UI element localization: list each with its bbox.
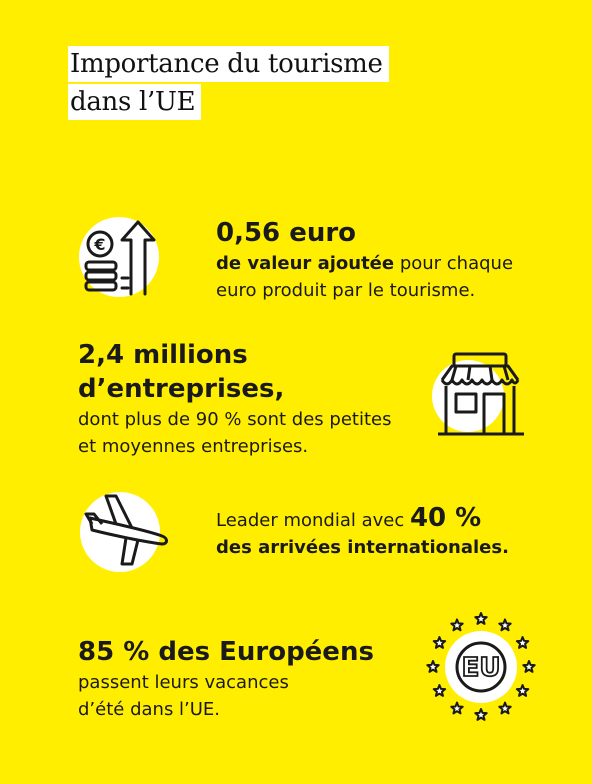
stat-companies-text-2: et moyennes entreprises. <box>78 436 309 457</box>
eu-badge-text: EU <box>462 653 501 683</box>
stat-value-added-rest: pour chaque euro produit par le tourisme… <box>216 253 514 301</box>
eu-star-icon <box>498 618 512 632</box>
eu-star-icon <box>450 701 464 715</box>
stat-companies-headline-2: d’entreprises, <box>78 374 285 404</box>
eu-star-icon <box>515 636 530 649</box>
stat-europeans-text-2: d’été dans l’UE. <box>78 699 221 720</box>
title-line-2: dans l’UE <box>68 84 202 120</box>
stat-value-added-bold: de valeur ajoutée <box>216 253 395 274</box>
eu-stars-icon: EU <box>426 612 536 721</box>
eu-star-icon <box>515 684 530 697</box>
eu-star-icon <box>426 660 440 673</box>
svg-text:€: € <box>93 235 105 254</box>
eu-star-icon <box>498 701 512 715</box>
stat-arrivals-bold: des arrivées internationales. <box>216 537 509 558</box>
stat-value-added-headline: 0,56 euro <box>216 218 357 248</box>
eu-star-icon <box>450 618 464 632</box>
eu-star-icon <box>522 660 536 673</box>
airplane-icon <box>80 492 168 572</box>
stat-value-added: 0,56 euro de valeur ajoutée pour chaque … <box>216 216 556 304</box>
stat-europeans: 85 % des Européens passent leurs vacance… <box>78 635 418 723</box>
eu-star-icon <box>432 684 447 697</box>
stat-europeans-text-1: passent leurs vacances <box>78 672 289 693</box>
stat-companies: 2,4 millions d’entreprises, dont plus de… <box>78 338 438 460</box>
stat-companies-text-1: dont plus de 90 % sont des petites <box>78 409 392 430</box>
stat-companies-headline-1: 2,4 millions <box>78 340 248 370</box>
shop-icon <box>432 352 524 436</box>
eu-star-icon <box>474 612 488 625</box>
stat-value-added-text: de valeur ajoutée pour chaque euro produ… <box>216 250 556 304</box>
stat-arrivals: Leader mondial avec 40 % des arrivées in… <box>216 505 556 561</box>
stat-arrivals-line-1: Leader mondial avec 40 % <box>216 505 556 534</box>
stat-arrivals-prefix: Leader mondial avec <box>216 510 410 531</box>
stat-arrivals-line-2: des arrivées internationales. <box>216 534 556 561</box>
eu-star-icon <box>432 636 447 649</box>
stat-arrivals-highlight: 40 % <box>409 503 482 533</box>
eu-star-icon <box>474 708 488 721</box>
page-title: Importance du tourisme dans l’UE <box>68 46 389 120</box>
title-line-1: Importance du tourisme <box>68 46 389 82</box>
euro-coins-arrow-icon: € <box>79 217 159 297</box>
stat-europeans-headline: 85 % des Européens <box>78 637 374 667</box>
